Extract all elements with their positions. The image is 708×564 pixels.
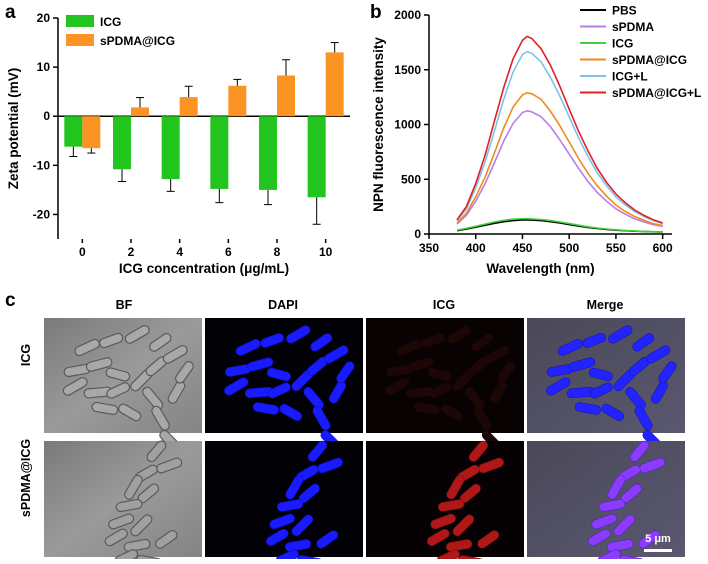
a-x-tick-label: 10 (319, 245, 333, 259)
a-bar-spdma-icg (82, 116, 101, 149)
scalebar-label: 5 μm (645, 533, 671, 545)
panel-letter-c: c (5, 290, 16, 311)
b-legend-label: sPDMA (612, 20, 654, 34)
image-icg-icg (366, 318, 524, 453)
a-x-label: ICG concentration (μg/mL) (119, 261, 289, 276)
a-bar-spdma-icg (325, 52, 344, 117)
b-x-tick-label: 500 (559, 241, 579, 255)
b-series-line (456, 217, 663, 233)
b-x-tick-label: 550 (606, 241, 626, 255)
scalebar (644, 549, 672, 552)
a-bar-spdma-icg (179, 97, 198, 117)
a-y-tick-label: 0 (43, 109, 50, 123)
panel-letter-b: b (370, 2, 382, 23)
image-spdma-icg (366, 438, 524, 564)
a-bar-icg (161, 116, 180, 180)
a-y-tick-label: -10 (33, 158, 51, 172)
a-x-tick-label: 0 (79, 245, 86, 259)
a-bar-icg (259, 116, 277, 190)
row-label-spdma-icg: sPDMA@ICG (19, 439, 33, 517)
col-title-icg: ICG (433, 298, 455, 312)
b-y-label: NPN fluorescence intensity (371, 37, 386, 212)
chart-a-zeta-potential: 20 10 0 -10 -20 0 2 4 6 8 10 ICG concentration (μg/… (6, 11, 350, 276)
a-legend-label: sPDMA@ICG (100, 34, 175, 48)
b-legend-label: ICG (612, 37, 633, 51)
a-bar-spdma-icg (228, 85, 247, 117)
image-icg-bf (44, 318, 202, 453)
b-x-tick-label: 350 (419, 241, 439, 255)
a-legend-swatch (66, 15, 94, 27)
a-legend-label: ICG (100, 15, 121, 29)
col-title-bf: BF (116, 298, 133, 312)
a-x-tick-label: 8 (274, 245, 281, 259)
a-y-tick-label: -20 (33, 207, 51, 221)
a-bar-icg (64, 116, 83, 147)
image-spdma-dapi (205, 438, 363, 564)
b-x-label: Wavelength (nm) (486, 261, 594, 276)
a-bar-icg (210, 116, 229, 189)
a-y-label: Zeta potential (mV) (6, 68, 21, 190)
b-legend-label: ICG+L (612, 70, 648, 84)
image-spdma-merge: 5 μm (527, 438, 685, 564)
b-legend-label: sPDMA@ICG+L (612, 86, 701, 100)
b-y-tick-label: 1500 (394, 63, 421, 77)
col-title-dapi: DAPI (268, 298, 298, 312)
b-x-tick-label: 600 (653, 241, 673, 255)
image-spdma-bf (44, 438, 202, 564)
b-y-tick-label: 1000 (394, 118, 421, 132)
a-x-tick-label: 2 (128, 245, 135, 259)
a-x-tick-label: 4 (176, 245, 183, 259)
col-title-merge: Merge (587, 298, 624, 312)
b-legend-label: PBS (612, 4, 637, 18)
b-x-tick-label: 400 (466, 241, 486, 255)
a-legend-swatch (66, 34, 94, 46)
image-icg-dapi (205, 318, 363, 453)
b-series-line (456, 35, 663, 224)
row-label-icg: ICG (19, 344, 33, 366)
a-bar-icg (307, 116, 326, 198)
panel-letter-a: a (5, 2, 16, 23)
a-bar-icg (113, 116, 131, 170)
b-y-tick-label: 500 (401, 172, 421, 186)
a-y-tick-label: 10 (37, 60, 51, 74)
a-x-tick-label: 6 (225, 245, 232, 259)
b-x-tick-label: 450 (512, 241, 532, 255)
a-bar-spdma-icg (277, 75, 295, 117)
a-bar-spdma-icg (131, 107, 149, 117)
b-legend-label: sPDMA@ICG (612, 53, 687, 67)
b-series-line (456, 50, 663, 225)
image-icg-merge (527, 318, 685, 453)
b-y-tick-label: 2000 (394, 8, 421, 22)
b-series-line (456, 109, 663, 228)
b-y-tick-label: 0 (414, 227, 421, 241)
microscopy-panel: BF DAPI ICG Merge ICG sPDMA@ICG (19, 298, 685, 564)
b-series-line (456, 91, 663, 227)
a-y-tick-label: 20 (37, 11, 51, 25)
